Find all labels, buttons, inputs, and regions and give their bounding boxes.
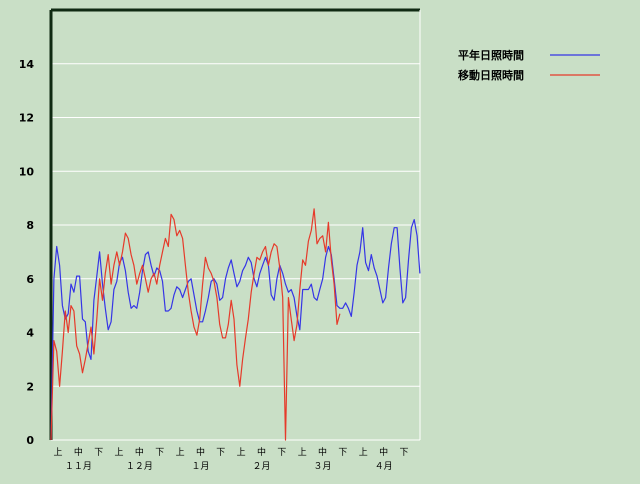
x-period-label: 中 xyxy=(74,446,83,458)
y-tick-label: 2 xyxy=(26,380,34,393)
x-tick-labels: 上中下上中下上中下上中下上中下上中下１１月 １２月 １月 ２月 ３月 ４月 xyxy=(53,446,408,472)
x-period-label: 下 xyxy=(399,448,408,458)
axes xyxy=(49,8,421,440)
x-period-label: 中 xyxy=(379,446,388,458)
x-period-label: 中 xyxy=(135,446,144,458)
x-period-label: 下 xyxy=(155,448,164,458)
x-month-label: １２月 xyxy=(126,461,153,472)
y-tick-label: 10 xyxy=(19,165,35,178)
x-period-label: 上 xyxy=(298,447,307,458)
y-tick-label: 4 xyxy=(26,327,34,340)
legend-label: 移動日照時間 xyxy=(458,68,524,82)
x-period-label: 上 xyxy=(359,447,368,458)
x-period-label: 中 xyxy=(257,446,266,458)
x-period-label: 上 xyxy=(176,447,185,458)
x-month-label: ４月 xyxy=(375,461,393,472)
y-tick-label: 14 xyxy=(19,58,35,71)
y-tick-label: 8 xyxy=(26,219,34,232)
y-tick-label: 12 xyxy=(19,112,34,125)
x-period-label: 下 xyxy=(94,448,103,458)
x-period-label: 上 xyxy=(115,447,124,458)
x-month-label: １月 xyxy=(191,461,209,472)
x-period-label: 中 xyxy=(318,446,327,458)
x-month-label: ３月 xyxy=(314,461,332,472)
x-period-label: 中 xyxy=(196,446,205,458)
x-period-label: 上 xyxy=(237,447,246,458)
y-tick-label: 0 xyxy=(26,434,34,447)
x-period-label: 上 xyxy=(53,447,62,458)
x-month-label: １１月 xyxy=(65,461,92,472)
y-tick-labels: 0 2 4 6 8 10 12 14 xyxy=(19,58,35,447)
x-period-label: 下 xyxy=(277,448,286,458)
x-month-label: ２月 xyxy=(252,461,270,472)
x-period-label: 下 xyxy=(216,448,225,458)
series-line-1 xyxy=(50,219,421,441)
series-lines xyxy=(50,208,421,441)
legend-label: 平年日照時間 xyxy=(458,48,524,62)
x-period-label: 下 xyxy=(338,448,347,458)
series-line-2 xyxy=(50,208,341,441)
y-tick-label: 6 xyxy=(26,273,34,286)
